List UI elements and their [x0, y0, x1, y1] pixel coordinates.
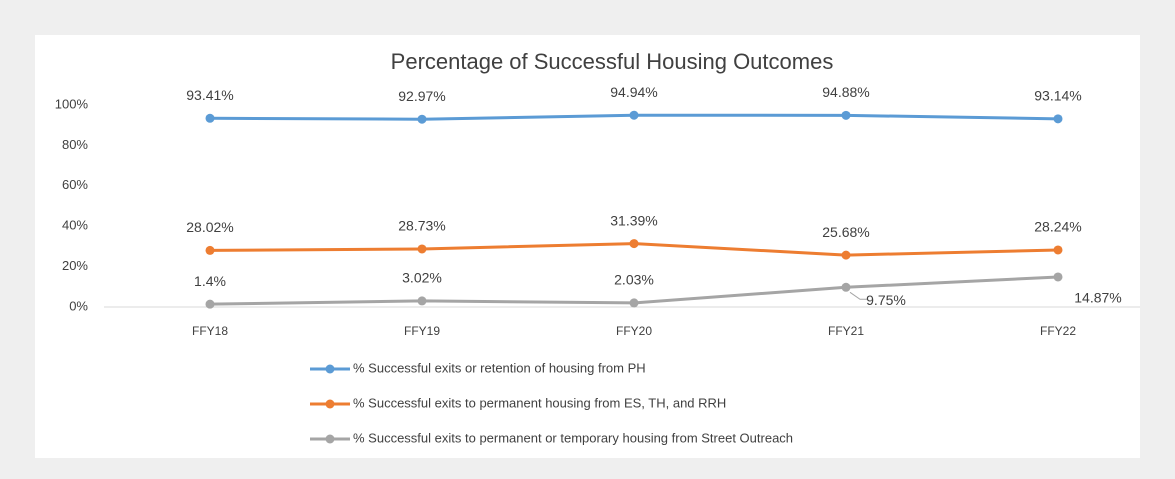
data-point	[205, 245, 215, 255]
data-label: 1.4%	[194, 273, 226, 289]
data-point	[629, 298, 639, 308]
data-label: 2.03%	[614, 272, 654, 288]
data-point	[417, 244, 427, 254]
data-label: 3.02%	[402, 270, 442, 286]
data-point	[1053, 272, 1063, 282]
y-tick-label: 40%	[62, 218, 88, 233]
data-point	[1053, 114, 1063, 124]
data-label: 93.41%	[186, 87, 233, 103]
x-tick-label: FFY21	[828, 324, 864, 338]
data-label: 28.02%	[186, 219, 233, 235]
legend-label: % Successful exits to permanent housing …	[353, 395, 726, 410]
chart-title: Percentage of Successful Housing Outcome…	[391, 49, 834, 74]
data-label: 31.39%	[610, 212, 657, 228]
chart-area	[35, 35, 1140, 458]
y-tick-label: 20%	[62, 258, 88, 273]
x-tick-label: FFY18	[192, 324, 228, 338]
data-point	[1053, 245, 1063, 255]
data-label: 9.75%	[866, 292, 906, 308]
y-tick-label: 80%	[62, 137, 88, 152]
data-point	[205, 113, 215, 123]
data-label: 92.97%	[398, 88, 445, 104]
data-point	[841, 110, 851, 120]
data-label: 25.68%	[822, 224, 869, 240]
legend-label: % Successful exits or retention of housi…	[353, 360, 646, 375]
data-label: 93.14%	[1034, 88, 1081, 104]
data-label: 28.24%	[1034, 219, 1081, 235]
data-point	[629, 239, 639, 249]
data-point	[205, 299, 215, 309]
x-tick-label: FFY22	[1040, 324, 1076, 338]
data-point	[417, 296, 427, 306]
y-tick-label: 0%	[69, 298, 88, 313]
data-point	[841, 282, 851, 292]
x-tick-label: FFY20	[616, 324, 652, 338]
x-tick-label: FFY19	[404, 324, 440, 338]
leader-line	[849, 291, 868, 300]
y-tick-label: 100%	[55, 96, 89, 111]
data-point	[841, 250, 851, 260]
data-point	[417, 114, 427, 124]
data-point	[629, 110, 639, 120]
legend-marker	[325, 434, 335, 444]
data-label: 28.73%	[398, 218, 445, 234]
legend-label: % Successful exits to permanent or tempo…	[353, 430, 793, 445]
data-label: 14.87%	[1074, 290, 1121, 306]
legend-marker	[325, 364, 335, 374]
data-label: 94.88%	[822, 84, 869, 100]
legend-marker	[325, 399, 335, 409]
y-tick-label: 60%	[62, 177, 88, 192]
data-label: 94.94%	[610, 84, 657, 100]
